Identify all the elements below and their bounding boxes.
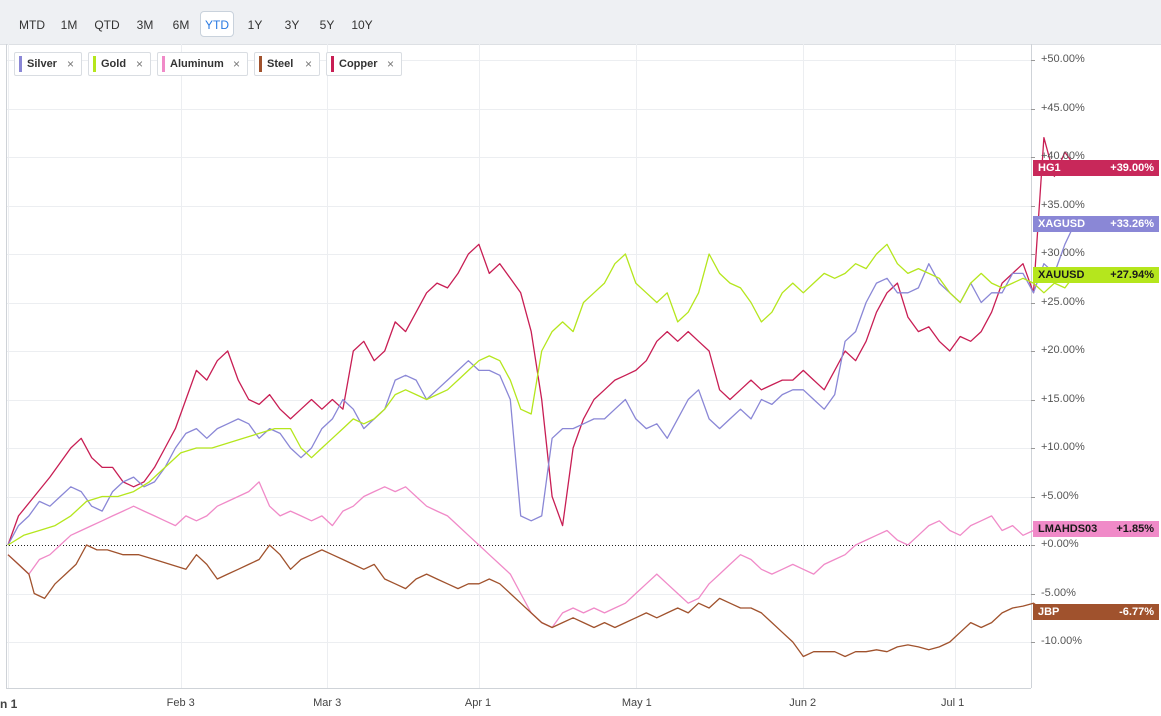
y-tick-label: +45.00% [1041, 102, 1085, 114]
badge-value: -6.77% [1119, 606, 1154, 618]
y-tick-label: +15.00% [1041, 393, 1085, 405]
y-tick-label: +10.00% [1041, 441, 1085, 453]
remove-series-icon[interactable]: × [386, 57, 394, 71]
series-line-steel[interactable] [7, 544, 1076, 658]
badge-symbol: JBP [1038, 606, 1060, 618]
badge-symbol: XAGUSD [1038, 218, 1086, 230]
series-line-gold[interactable] [7, 243, 1076, 546]
range-toolbar: MTD 1M QTD 3M 6M YTD 1Y 3Y 5Y 10Y [0, 0, 1161, 45]
value-badge-xagusd: XAGUSD +33.26% [1033, 216, 1159, 232]
y-tick-label: +40.00% [1041, 150, 1085, 162]
badge-symbol: HG1 [1038, 162, 1061, 174]
series-line-copper[interactable] [7, 136, 1076, 546]
series-lines [7, 136, 1076, 658]
y-tick-label: +30.00% [1041, 247, 1085, 259]
legend-label: Gold [101, 58, 127, 70]
remove-series-icon[interactable]: × [304, 57, 312, 71]
remove-series-icon[interactable]: × [135, 57, 143, 71]
y-tick-label: +20.00% [1041, 344, 1085, 356]
y-tick-label: +5.00% [1041, 490, 1079, 502]
badge-value: +33.26% [1110, 218, 1154, 230]
remove-series-icon[interactable]: × [66, 57, 74, 71]
badge-symbol: XAUUSD [1038, 269, 1085, 281]
range-button-ytd[interactable]: YTD [200, 11, 234, 37]
grid [6, 44, 1035, 689]
legend-swatch [19, 56, 22, 72]
y-tick-label: +0.00% [1041, 538, 1079, 550]
range-button-mtd[interactable]: MTD [19, 18, 45, 32]
range-button-1y[interactable]: 1Y [247, 18, 263, 32]
legend-swatch [259, 56, 262, 72]
legend-swatch [93, 56, 96, 72]
range-button-3y[interactable]: 3Y [284, 18, 300, 32]
value-badge-lmahds03: LMAHDS03 +1.85% [1033, 521, 1159, 537]
range-button-3m[interactable]: 3M [136, 18, 154, 32]
y-tick-label: -10.00% [1041, 635, 1082, 647]
badge-symbol: LMAHDS03 [1038, 523, 1098, 535]
x-tick-label: Jun 2 [789, 697, 817, 709]
legend-item-steel[interactable]: Steel × [254, 52, 320, 76]
range-button-1m[interactable]: 1M [60, 18, 78, 32]
badge-value: +27.94% [1110, 269, 1154, 281]
legend-item-aluminum[interactable]: Aluminum × [157, 52, 248, 76]
range-button-5y[interactable]: 5Y [319, 18, 335, 32]
legend-label: Aluminum [170, 58, 224, 70]
legend-label: Copper [339, 58, 378, 70]
legend-item-silver[interactable]: Silver × [14, 52, 82, 76]
y-tick-label: +50.00% [1041, 53, 1085, 65]
legend-label: Silver [27, 58, 57, 70]
performance-chart [6, 44, 1076, 689]
x-tick-label: Jul 1 [941, 697, 965, 709]
y-tick-label: +25.00% [1041, 296, 1085, 308]
series-line-aluminum[interactable] [7, 481, 1076, 629]
x-tick-label: May 1 [621, 697, 652, 709]
x-tick-label: Apr 1 [464, 697, 492, 709]
legend-item-gold[interactable]: Gold × [88, 52, 151, 76]
value-badge-xauusd: XAUUSD +27.94% [1033, 267, 1159, 283]
x-tick-label: Feb 3 [166, 697, 195, 709]
series-line-silver[interactable] [7, 222, 1076, 546]
y-tick-label: +35.00% [1041, 199, 1085, 211]
badge-value: +39.00% [1110, 162, 1154, 174]
range-button-10y[interactable]: 10Y [351, 18, 373, 32]
value-badge-hg1: HG1 +39.00% [1033, 160, 1159, 176]
x-tick-label: n 1 [0, 697, 18, 711]
y-tick-label: -5.00% [1041, 587, 1076, 599]
range-button-6m[interactable]: 6M [172, 18, 190, 32]
legend-label: Steel [267, 58, 294, 70]
legend-swatch [162, 56, 165, 72]
range-button-qtd[interactable]: QTD [94, 18, 120, 32]
legend-swatch [331, 56, 334, 72]
legend-item-copper[interactable]: Copper × [326, 52, 402, 76]
remove-series-icon[interactable]: × [232, 57, 240, 71]
value-badge-jbp: JBP -6.77% [1033, 604, 1159, 620]
x-tick-label: Mar 3 [313, 697, 342, 709]
badge-value: +1.85% [1116, 523, 1154, 535]
